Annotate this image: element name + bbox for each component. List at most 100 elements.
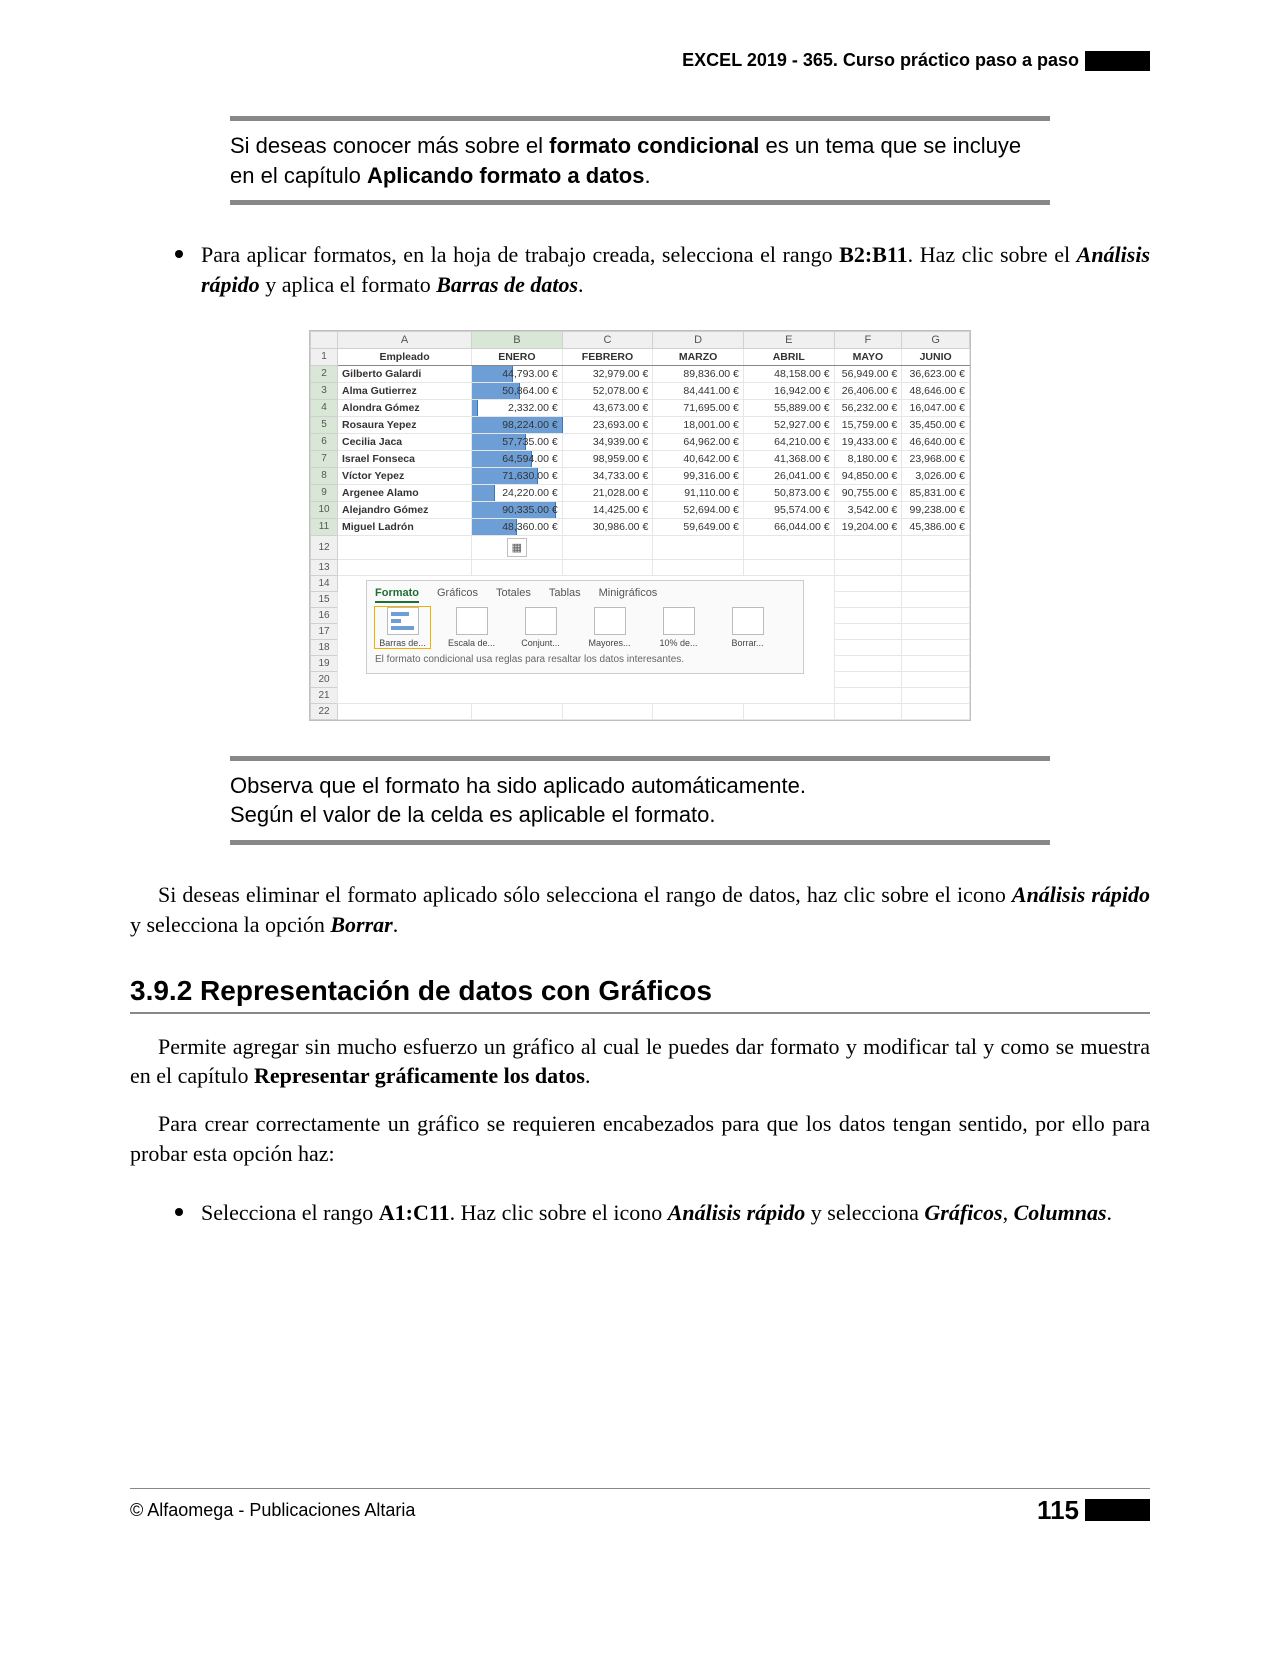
value-cell: 14,425.00 € bbox=[562, 501, 653, 518]
rownum: 15 bbox=[311, 591, 338, 607]
rownum: 18 bbox=[311, 639, 338, 655]
databar-cell: 24,220.00 € bbox=[472, 484, 563, 501]
rownum: 16 bbox=[311, 607, 338, 623]
value-cell: 48,158.00 € bbox=[743, 365, 834, 382]
qa-option-label: Barras de... bbox=[375, 638, 430, 648]
text: y selecciona bbox=[805, 1200, 924, 1225]
empty-cell bbox=[743, 535, 834, 559]
value-cell: 19,433.00 € bbox=[834, 433, 902, 450]
empty-cell bbox=[338, 535, 472, 559]
para-graficos-intro: Permite agregar sin mucho esfuerzo un gr… bbox=[130, 1032, 1150, 1091]
table-row-empty: 12▦ bbox=[311, 535, 970, 559]
value-cell: 41,368.00 € bbox=[743, 450, 834, 467]
rownum: 5 bbox=[311, 416, 338, 433]
text: . bbox=[1107, 1200, 1113, 1225]
empty-cell bbox=[902, 575, 970, 591]
value-cell: 98,959.00 € bbox=[562, 450, 653, 467]
empty-cell bbox=[902, 623, 970, 639]
value-cell: 32,979.00 € bbox=[562, 365, 653, 382]
header-cell: MARZO bbox=[653, 348, 744, 365]
empty-cell bbox=[902, 559, 970, 575]
empty-cell bbox=[902, 703, 970, 719]
qa-option[interactable]: 10% de... bbox=[651, 607, 706, 648]
qa-option[interactable]: Conjunt... bbox=[513, 607, 568, 648]
empty-cell bbox=[338, 559, 472, 575]
table-row: 9Argenee Alamo24,220.00 €21,028.00 €91,1… bbox=[311, 484, 970, 501]
qa-tabs: FormatoGráficosTotalesTablasMinigráficos bbox=[375, 587, 795, 599]
value-cell: 15,759.00 € bbox=[834, 416, 902, 433]
header-cell: MAYO bbox=[834, 348, 902, 365]
text: y aplica el formato bbox=[260, 272, 437, 297]
rownum: 9 bbox=[311, 484, 338, 501]
rownum: 2 bbox=[311, 365, 338, 382]
text: Selecciona el rango bbox=[201, 1200, 379, 1225]
col-A: A bbox=[338, 331, 472, 348]
employee-name: Miguel Ladrón bbox=[338, 518, 472, 535]
qa-tab[interactable]: Formato bbox=[375, 587, 419, 603]
databar-cell: 98,224.00 € bbox=[472, 416, 563, 433]
callout-text: Observa que el formato ha sido aplicado … bbox=[230, 761, 1050, 840]
header-cell: FEBRERO bbox=[562, 348, 653, 365]
text-bold: A1:C11 bbox=[379, 1200, 450, 1225]
value-cell: 99,238.00 € bbox=[902, 501, 970, 518]
value-cell: 52,694.00 € bbox=[653, 501, 744, 518]
qa-tab[interactable]: Tablas bbox=[549, 587, 581, 599]
excel-grid: A B C D E F G 1EmpleadoENEROFEBREROMARZO… bbox=[310, 331, 970, 720]
text: . bbox=[585, 1063, 591, 1088]
section-heading: 3.9.2 Representación de datos con Gráfic… bbox=[130, 975, 1150, 1007]
qa-tab[interactable]: Minigráficos bbox=[599, 587, 658, 599]
callout-rule-bottom bbox=[230, 200, 1050, 205]
value-cell: 91,110.00 € bbox=[653, 484, 744, 501]
callout-text: Si deseas conocer más sobre el formato c… bbox=[230, 121, 1050, 200]
value-cell: 71,695.00 € bbox=[653, 399, 744, 416]
quick-analysis-tag-cell: ▦ bbox=[472, 535, 563, 559]
qa-panel-container: Formato Gráficos Totales Tablas Minigráficos… bbox=[338, 575, 835, 703]
empty-cell bbox=[834, 671, 902, 687]
bullet-text: Para aplicar formatos, en la hoja de tra… bbox=[201, 240, 1150, 299]
callout-rule-bottom bbox=[230, 840, 1050, 845]
qa-caption: El formato condicional usa reglas para r… bbox=[375, 654, 795, 665]
empty-cell bbox=[902, 671, 970, 687]
text-line2: Según el valor de la celda es aplicable … bbox=[230, 802, 716, 827]
section-rule bbox=[130, 1012, 1150, 1014]
text: . bbox=[644, 163, 650, 188]
empty-cell bbox=[743, 703, 834, 719]
empty-cell bbox=[834, 575, 902, 591]
empty-cell bbox=[834, 535, 902, 559]
table-row: 8Víctor Yepez71,630.00 €34,733.00 €99,31… bbox=[311, 467, 970, 484]
qa-tab[interactable]: Totales bbox=[496, 587, 531, 599]
value-cell: 55,889.00 € bbox=[743, 399, 834, 416]
empty-cell bbox=[472, 559, 563, 575]
quick-analysis-icon[interactable]: ▦ bbox=[507, 538, 527, 557]
databar-cell: 44,793.00 € bbox=[472, 365, 563, 382]
value-cell: 30,986.00 € bbox=[562, 518, 653, 535]
text-bold: Aplicando formato a datos bbox=[367, 163, 644, 188]
bullet-select-range: Selecciona el rango A1:C11. Haz clic sob… bbox=[175, 1198, 1150, 1228]
value-cell: 85,831.00 € bbox=[902, 484, 970, 501]
text: y selecciona la opción bbox=[130, 912, 330, 937]
header-cell: Empleado bbox=[338, 348, 472, 365]
rownum: 1 bbox=[311, 348, 338, 365]
qa-option[interactable]: Escala de... bbox=[444, 607, 499, 648]
value-cell: 19,204.00 € bbox=[834, 518, 902, 535]
empty-cell bbox=[902, 655, 970, 671]
table-row-empty: 13 bbox=[311, 559, 970, 575]
table-row: 7Israel Fonseca64,594.00 €98,959.00 €40,… bbox=[311, 450, 970, 467]
rownum: 21 bbox=[311, 687, 338, 703]
empty-cell bbox=[902, 591, 970, 607]
qa-option[interactable]: Mayores... bbox=[582, 607, 637, 648]
qa-option[interactable]: Borrar... bbox=[720, 607, 775, 648]
qa-tab[interactable]: Gráficos bbox=[437, 587, 478, 599]
table-row: 11Miguel Ladrón48,360.00 €30,986.00 €59,… bbox=[311, 518, 970, 535]
qa-option[interactable]: Barras de... bbox=[375, 607, 430, 648]
page-number: 115 bbox=[1037, 1495, 1079, 1526]
column-header-row: A B C D E F G bbox=[311, 331, 970, 348]
value-cell: 34,939.00 € bbox=[562, 433, 653, 450]
databar-cell: 48,360.00 € bbox=[472, 518, 563, 535]
value-cell: 3,026.00 € bbox=[902, 467, 970, 484]
value-cell: 23,693.00 € bbox=[562, 416, 653, 433]
databar-cell: 50,864.00 € bbox=[472, 382, 563, 399]
rownum: 13 bbox=[311, 559, 338, 575]
value-cell: 52,078.00 € bbox=[562, 382, 653, 399]
excel-screenshot: A B C D E F G 1EmpleadoENEROFEBREROMARZO… bbox=[309, 330, 971, 721]
